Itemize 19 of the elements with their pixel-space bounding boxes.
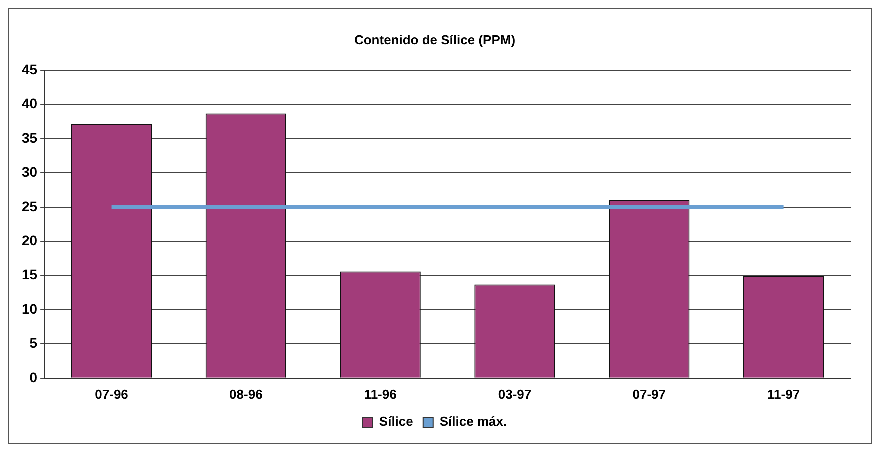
chart-title: Contenido de Sílice (PPM)	[354, 32, 516, 48]
x-tick-label: 07-97	[632, 386, 666, 402]
y-tick-label: 25	[22, 198, 38, 214]
legend-label: Sílice	[379, 414, 414, 430]
x-tick-label: 08-96	[230, 386, 263, 402]
y-tick-label: 45	[22, 61, 38, 78]
y-tick-label: 35	[22, 130, 38, 146]
y-tick-label: 15	[22, 266, 38, 283]
y-tick-label: 40	[22, 96, 38, 112]
y-tick-label: 20	[22, 232, 38, 248]
x-tick-label: 07-96	[95, 386, 128, 402]
x-tick-label: 03-97	[498, 386, 532, 402]
y-tick-label: 30	[22, 164, 38, 180]
legend-label: Sílice máx.	[440, 414, 508, 430]
x-tick-label: 11-97	[768, 386, 800, 402]
y-tick-label: 5	[30, 335, 38, 352]
y-tick-label: 10	[22, 300, 38, 317]
y-tick-label: 0	[30, 369, 38, 386]
x-tick-label: 11-96	[364, 386, 397, 402]
